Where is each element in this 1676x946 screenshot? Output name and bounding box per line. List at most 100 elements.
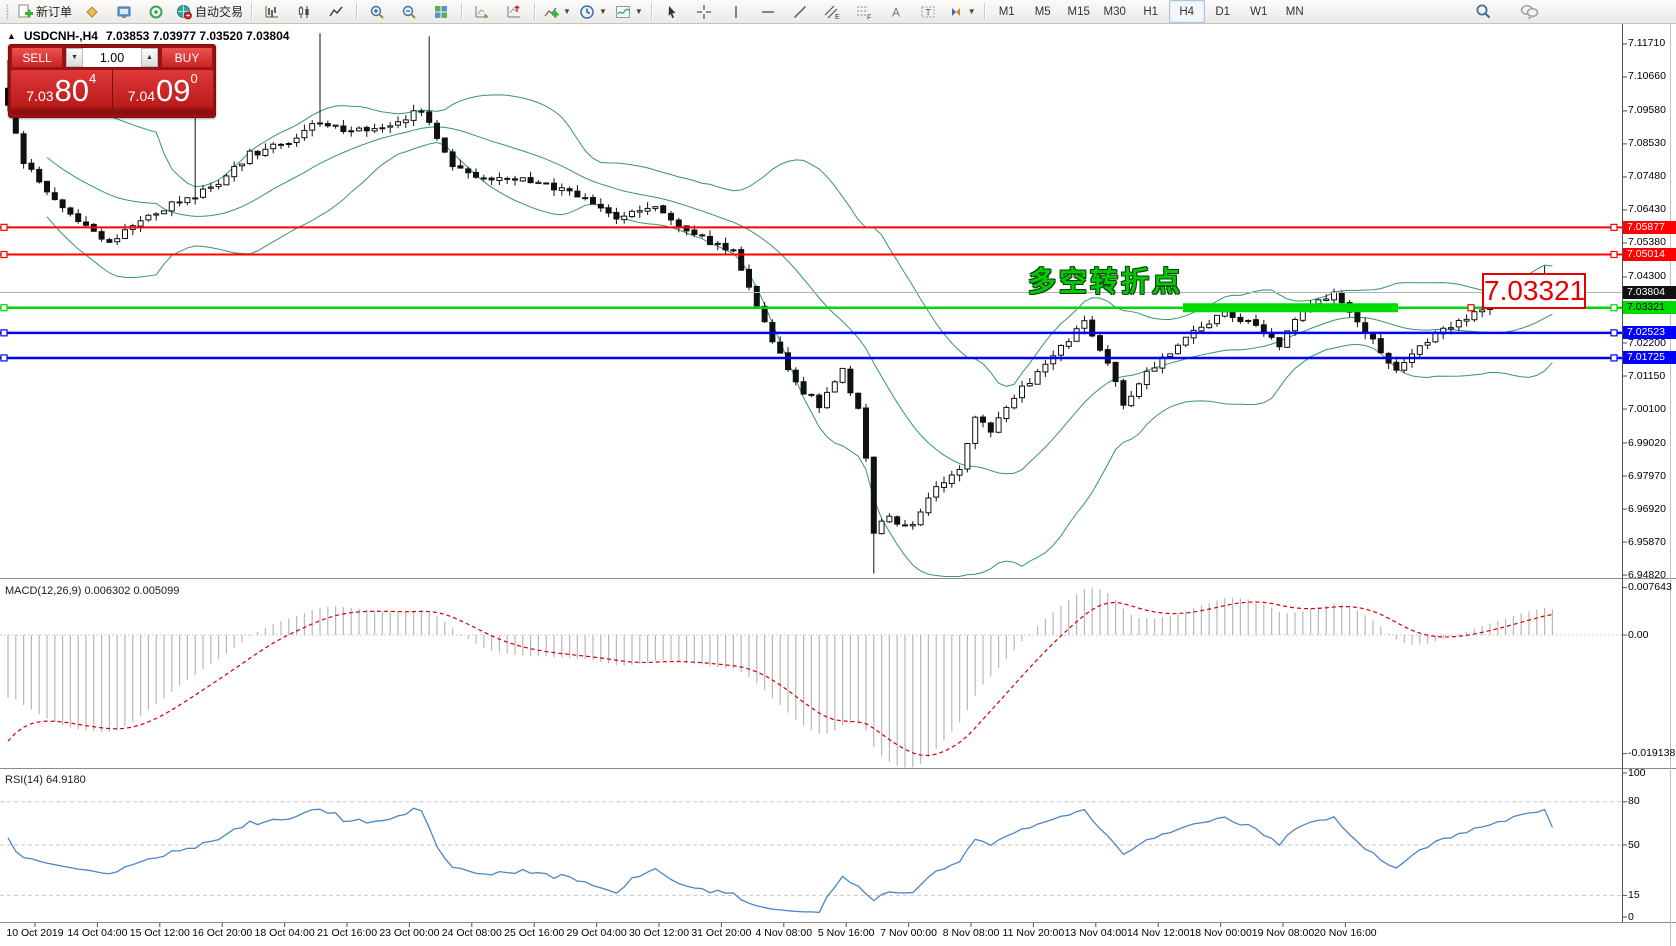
candle (1229, 311, 1236, 318)
candle (1167, 353, 1174, 357)
autoscroll-button[interactable] (466, 0, 498, 23)
timeframe-button-m1[interactable]: M1 (998, 5, 1015, 18)
vertical-line-tool-button[interactable] (720, 0, 752, 23)
symbol-info-bar: ▲ USDCNH-,H4 7.03853 7.03977 7.03520 7.0… (7, 29, 289, 43)
highlight-segment (1183, 303, 1398, 313)
candle (153, 213, 160, 216)
candle (496, 177, 503, 182)
timeframe-button-m5[interactable]: M5 (1034, 5, 1051, 18)
channel-tool-button[interactable]: E (816, 0, 848, 23)
sell-price-display[interactable]: 7.03 80 4 (11, 70, 113, 108)
styles-button[interactable] (76, 0, 108, 23)
terminal-button[interactable] (108, 0, 140, 23)
candle (1003, 407, 1010, 420)
template-button[interactable]: ▼ (611, 0, 647, 23)
autotrading-button[interactable]: 自动交易 (172, 0, 247, 23)
timeframe-button-m30[interactable]: M30 (1103, 5, 1126, 18)
arrows-tool-button[interactable]: ▼ (944, 0, 980, 23)
zoom-in-button[interactable] (361, 0, 393, 23)
turning-point-annotation[interactable]: 多空转折点 (1028, 266, 1184, 297)
sell-price-big: 80 (54, 73, 89, 108)
candle (410, 110, 417, 121)
candle (426, 111, 433, 123)
timeframe-button-h4[interactable]: H4 (1168, 0, 1205, 23)
volume-input[interactable]: 1.00 (99, 50, 125, 65)
cursor-tool-button[interactable] (656, 0, 688, 23)
candle (262, 148, 269, 157)
candle (161, 210, 167, 215)
line-handle (0, 304, 8, 312)
timeframe-button-m15[interactable]: M15 (1067, 5, 1090, 18)
timeframe-button-d1[interactable]: D1 (1215, 5, 1231, 18)
timeframe-button-mn[interactable]: MN (1285, 5, 1304, 18)
sell-button[interactable]: SELL (11, 47, 63, 68)
rsi-axis-label: 80 (1628, 795, 1640, 808)
time-axis-label: 4 Nov 08:00 (755, 927, 813, 939)
candle (457, 165, 464, 169)
crosshair-tool-button[interactable] (688, 0, 720, 23)
horizontal-line-tool-button[interactable] (752, 0, 784, 23)
candle (785, 352, 791, 371)
candle (870, 456, 877, 534)
rsi-line (7, 807, 1553, 914)
fibonacci-tool-button[interactable]: F (848, 0, 880, 23)
candle (418, 110, 425, 113)
horizontal-line-icon (761, 10, 774, 13)
candle (184, 197, 191, 204)
strategy-tester-button[interactable] (140, 0, 172, 23)
equidistant-channel-icon: E (824, 5, 840, 20)
candle (964, 443, 971, 470)
candle (941, 482, 947, 488)
candle (956, 469, 963, 476)
new-order-icon (18, 4, 33, 17)
candle (605, 207, 612, 214)
buy-button[interactable]: BUY (161, 47, 213, 68)
candle (36, 168, 43, 183)
chat-button[interactable] (1513, 0, 1545, 23)
candle (1284, 330, 1291, 348)
candle (636, 210, 643, 213)
price-axis-label: 7.09580 (1628, 104, 1666, 117)
price-axis-label: 7.07480 (1628, 170, 1666, 183)
volume-stepper: ▼ 1.00 ▲ (65, 47, 159, 68)
zoom-out-button[interactable] (393, 0, 425, 23)
line-chart-button[interactable] (320, 0, 352, 23)
candle (683, 225, 690, 232)
tile-windows-button[interactable] (425, 0, 457, 23)
new-order-button[interactable]: 新订单 (13, 0, 76, 23)
macd-axis-label: 0.00 (1628, 628, 1649, 641)
line-handle (1610, 223, 1618, 231)
text-tool-button[interactable]: A (880, 0, 912, 23)
candle (816, 394, 823, 409)
timeframe-button-w1[interactable]: W1 (1250, 5, 1268, 18)
periods-button[interactable]: ▼ (575, 0, 611, 23)
indicators-button[interactable]: ▼ (539, 0, 575, 23)
toolbar-separator (356, 3, 358, 20)
buy-price-display[interactable]: 7.04 09 0 (112, 70, 213, 108)
rsi-axis-label: 15 (1628, 888, 1640, 901)
candlestick-chart-button[interactable] (288, 0, 320, 23)
volume-increase-button[interactable]: ▲ (141, 48, 158, 67)
search-button[interactable] (1467, 0, 1499, 23)
candle (761, 305, 768, 323)
text-label-tool-button[interactable]: T (912, 0, 944, 23)
volume-decrease-button[interactable]: ▼ (66, 48, 83, 67)
candle (402, 119, 409, 124)
bar-chart-button[interactable] (256, 0, 288, 23)
timeframe-button-h1[interactable]: H1 (1143, 5, 1159, 18)
candle (114, 238, 121, 243)
label-anchor-handle (1467, 304, 1475, 312)
candle (972, 416, 979, 444)
panel-collapse-icon[interactable]: ▲ (7, 31, 16, 41)
candle (395, 121, 401, 126)
candle (293, 137, 300, 144)
price-axis-label: 7.01150 (1628, 369, 1666, 382)
candle (98, 231, 105, 240)
cursor-icon (668, 5, 676, 18)
price-callout-label[interactable]: 7.03321 (1482, 273, 1586, 309)
trendline-tool-button[interactable] (784, 0, 816, 23)
candle (1073, 328, 1080, 342)
time-axis-label: 29 Oct 04:00 (566, 927, 627, 939)
chart-shift-button[interactable] (498, 0, 530, 23)
